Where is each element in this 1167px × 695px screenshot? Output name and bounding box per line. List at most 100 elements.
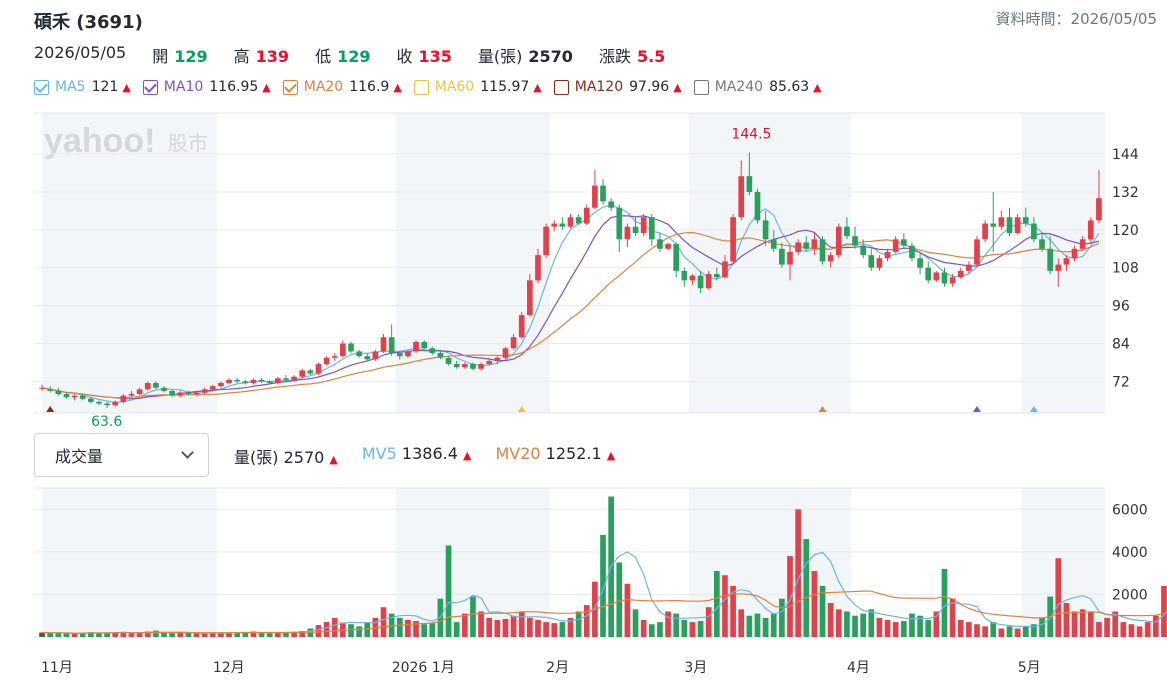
volume-bar [1120,622,1127,637]
checkbox-icon[interactable] [553,79,569,95]
checkbox-icon[interactable] [142,79,158,95]
candle [990,191,997,252]
candle [470,362,476,371]
candle [624,223,631,248]
candle [925,261,932,284]
indicator-select[interactable]: 成交量 [34,433,209,477]
volume-bar [527,617,533,637]
candle [892,236,899,254]
volume-bar [39,632,45,637]
volume-bar [535,619,541,637]
quote-date: 2026/05/05 [34,43,127,62]
candle-body [486,360,493,365]
candle-body [112,401,119,406]
ma10-line [41,215,1100,400]
candle [1022,207,1029,227]
candle [949,274,956,287]
up-arrow-icon: ▲ [393,80,402,94]
candle [722,255,728,279]
ma-value: 97.96 [629,79,670,95]
quote-low: 低 129 [315,47,371,66]
event-marker-icon [972,406,981,412]
candle [201,387,208,395]
volume-bar [47,633,54,637]
candle-body [120,395,127,402]
candle-body [632,226,639,233]
volume-tick-label: 4000 [1112,545,1148,561]
quote-summary: 2026/05/05 開 129 高 139 低 129 收 135 量(張) 2570 … [34,43,691,67]
ma-toggle-ma5[interactable]: MA5 121 ▲ [34,79,131,95]
candle-body [543,226,549,256]
ma-toggle-ma240[interactable]: MA240 85.63 ▲ [693,79,822,95]
quote-volume: 量(張) 2570 [477,47,573,66]
candle [933,270,940,282]
volume-bar [900,621,907,637]
volume-bar [1144,622,1151,637]
ma-value: 115.97 [480,79,530,95]
volume-bar [648,624,655,637]
up-arrow-icon: ▲ [813,80,822,94]
candle [665,242,671,251]
volume-bar [567,617,574,637]
candle-body [713,274,720,278]
ma-toggle-ma20[interactable]: MA20 116.9 ▲ [282,79,402,95]
price-tick-label: 96 [1112,299,1130,315]
candle-body [770,239,777,249]
candle [632,217,639,237]
volume-bar [811,571,818,637]
candle [770,229,777,252]
volume-bar [413,621,419,637]
volume-bar [974,624,980,637]
candle-body [835,226,842,256]
volume-bar [364,622,371,637]
candle-body [974,239,980,265]
candle-body [600,185,606,202]
candle-body [754,191,761,221]
checkbox-icon[interactable] [282,79,298,95]
volume-bar [421,624,428,637]
candle-body [1079,239,1086,249]
candle-body [161,387,167,391]
candle [1014,214,1021,235]
candle-body [925,267,932,281]
volume-bar [299,631,306,637]
candle [87,397,94,404]
candle [909,242,915,262]
month-band [42,113,217,413]
candle-body [844,226,850,237]
month-band [1021,113,1105,413]
ma-toggle-ma10[interactable]: MA10 116.95 ▲ [142,79,271,95]
candle-body [705,274,712,289]
volume-bar [933,611,940,637]
candle-body [209,386,216,390]
candle [405,349,411,358]
candle-body [860,245,867,256]
event-marker-icon [46,406,55,412]
volume-bar [242,632,249,637]
candle-body [242,381,249,383]
candle-body [413,341,419,352]
candle-body [283,378,289,380]
candle [445,356,452,366]
volume-bar [925,619,932,637]
ma-toggle-ma120[interactable]: MA120 97.96 ▲ [553,79,682,95]
volume-bar [730,585,736,637]
candle [380,334,387,353]
volume-bar [266,633,273,637]
volume-bar [461,613,468,637]
candle-body [429,348,436,353]
checkbox-icon[interactable] [34,79,49,95]
candle [1039,233,1045,252]
checkbox-icon[interactable] [693,79,709,95]
candle [429,346,436,355]
candle-body [478,364,484,369]
volume-bar [1014,628,1021,637]
checkbox-icon[interactable] [413,79,429,95]
ma-toggle-ma60[interactable]: MA60 115.97 ▲ [413,79,542,95]
candle [884,248,891,262]
candle-body [453,364,460,368]
volume-bar [120,631,127,637]
volume-bar [640,619,647,637]
candle-body [551,223,558,227]
candle [39,384,45,391]
